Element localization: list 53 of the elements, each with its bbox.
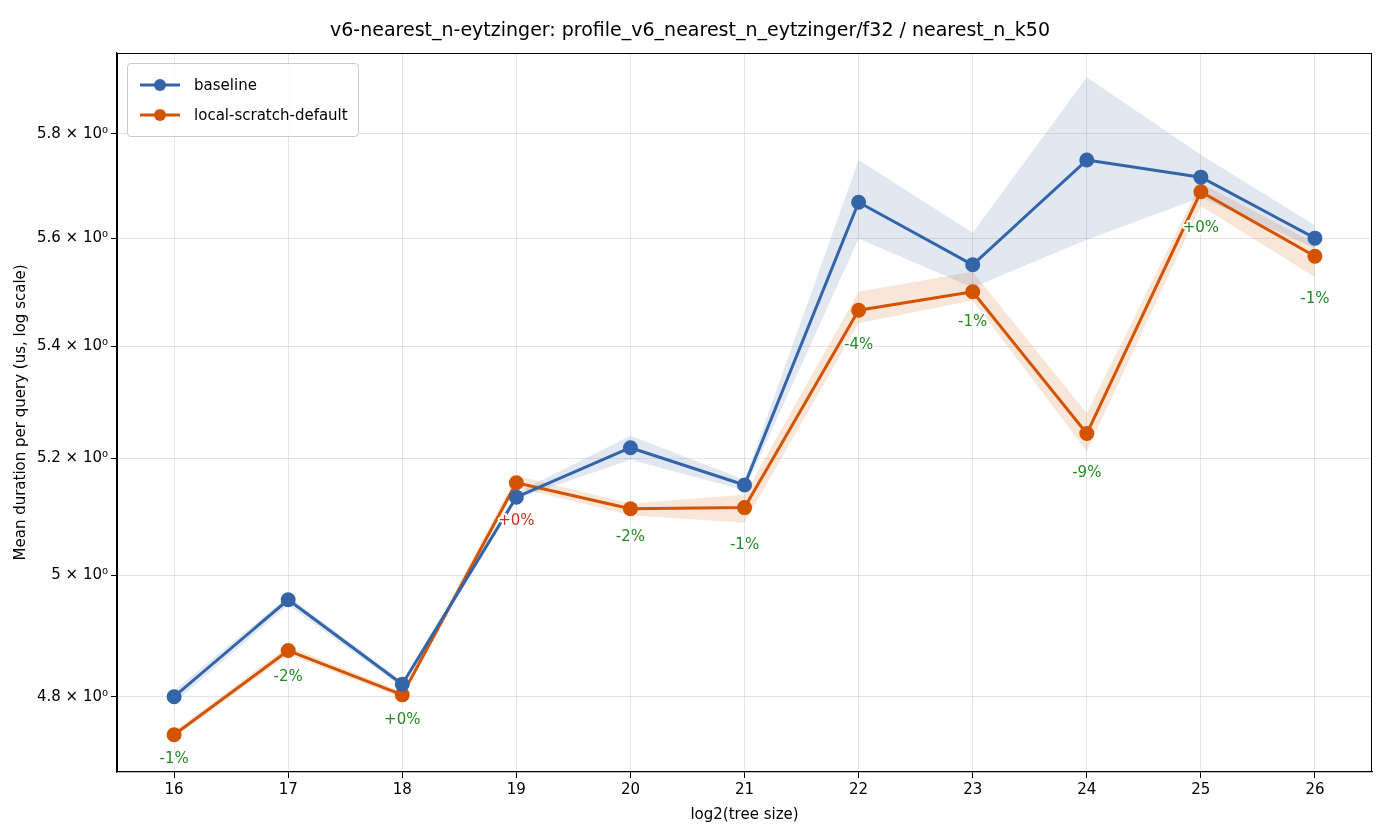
annotation: +0% [384,709,421,728]
y-tick-label: 5.8 × 10⁰ [37,123,109,142]
x-tick-label: 19 [506,779,526,798]
point [1079,426,1095,442]
point [1193,184,1209,200]
chart-title: v6-nearest_n-eytzinger: profile_v6_nearest_n_eytzinger/f32 / nearest_n_k50 [330,18,1050,42]
annotation: +0% [1182,217,1220,236]
point [965,284,981,300]
point [508,489,524,505]
legend-label: local-scratch-default [194,104,348,126]
point [622,440,638,456]
point [1193,169,1209,185]
x-tick-label: 17 [278,779,298,798]
point [737,477,753,493]
point [394,676,410,692]
point [280,643,296,659]
x-tick-label: 21 [734,779,755,798]
point [851,194,867,210]
point [508,475,524,491]
legend-label: baseline [194,74,257,96]
point [965,257,981,273]
point [1079,152,1095,168]
point [166,689,182,705]
annotation: -2% [273,666,303,685]
point [1307,230,1323,246]
annotation: -2% [615,527,646,546]
point [737,500,753,516]
y-tick-label: 4.8 × 10⁰ [37,686,109,705]
point [166,727,182,743]
annotation: -1% [958,312,988,331]
x-tick-label: 16 [164,779,184,798]
y-tick-label: 5 × 10⁰ [51,565,109,584]
y-tick-label: 5.6 × 10⁰ [37,228,109,247]
annotation: -1% [729,534,760,553]
annotation: -1% [1300,289,1330,308]
annotation: -4% [844,335,874,354]
x-tick-label: 24 [1077,779,1097,798]
annotation: -1% [159,749,189,768]
x-tick-label: 18 [392,779,412,798]
y-tick-label: 5.2 × 10⁰ [37,448,109,467]
y-axis-title: Mean duration per query (us, log scale) [10,264,29,561]
annotation: -9% [1072,463,1102,482]
x-tick-label: 26 [1305,779,1325,798]
x-tick-label: 25 [1191,779,1211,798]
point [851,302,867,318]
point [280,592,296,608]
y-tick-label: 5.4 × 10⁰ [37,336,109,355]
x-tick-label: 22 [849,779,869,798]
point [622,501,638,517]
x-tick-label: 23 [963,779,983,798]
x-tick-label: 20 [620,779,640,798]
point [1307,248,1323,264]
x-axis-title: log2(tree size) [690,804,799,823]
